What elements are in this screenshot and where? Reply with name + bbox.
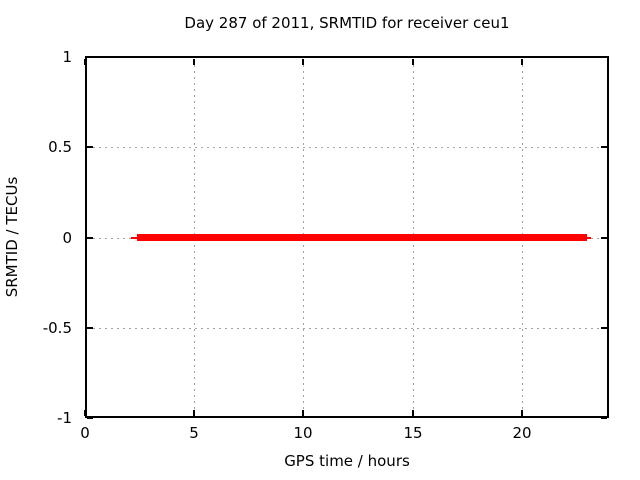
x-tick-mark bbox=[521, 410, 523, 416]
y-tick-mark-right bbox=[601, 146, 607, 148]
x-tick-label: 0 bbox=[80, 424, 90, 442]
chart-title: Day 287 of 2011, SRMTID for receiver ceu… bbox=[184, 14, 510, 32]
y-tick-mark-right bbox=[601, 56, 607, 58]
y-tick-mark-right bbox=[601, 327, 607, 329]
y-tick-label: 1 bbox=[62, 48, 72, 66]
x-tick-mark bbox=[84, 410, 86, 416]
y-tick-mark-right bbox=[601, 417, 607, 419]
x-tick-mark bbox=[302, 410, 304, 416]
x-tick-mark bbox=[193, 410, 195, 416]
x-tick-label: 20 bbox=[512, 424, 532, 442]
x-tick-label: 15 bbox=[403, 424, 423, 442]
x-tick-mark-top bbox=[412, 59, 414, 65]
x-tick-label: 5 bbox=[189, 424, 199, 442]
x-tick-mark-top bbox=[521, 59, 523, 65]
y-tick-label: 0.5 bbox=[48, 138, 72, 156]
y-tick-mark bbox=[87, 56, 93, 58]
x-tick-mark-top bbox=[302, 59, 304, 65]
series-line bbox=[137, 234, 587, 241]
y-tick-label: 0 bbox=[62, 229, 72, 247]
y-tick-mark bbox=[87, 146, 93, 148]
gridline-horizontal bbox=[87, 147, 607, 148]
y-tick-mark-right bbox=[601, 237, 607, 239]
y-tick-mark bbox=[87, 417, 93, 419]
x-tick-label: 10 bbox=[293, 424, 313, 442]
x-tick-mark-top bbox=[193, 59, 195, 65]
x-axis-label: GPS time / hours bbox=[284, 452, 410, 470]
series-line-right-cap bbox=[587, 237, 591, 239]
series-line-left-cap bbox=[131, 237, 139, 239]
y-tick-label: -1 bbox=[57, 409, 72, 427]
gridline-horizontal bbox=[87, 328, 607, 329]
x-tick-mark-top bbox=[84, 59, 86, 65]
y-tick-mark bbox=[87, 327, 93, 329]
y-tick-mark bbox=[87, 237, 93, 239]
y-tick-label: -0.5 bbox=[42, 319, 72, 337]
x-tick-mark bbox=[412, 410, 414, 416]
